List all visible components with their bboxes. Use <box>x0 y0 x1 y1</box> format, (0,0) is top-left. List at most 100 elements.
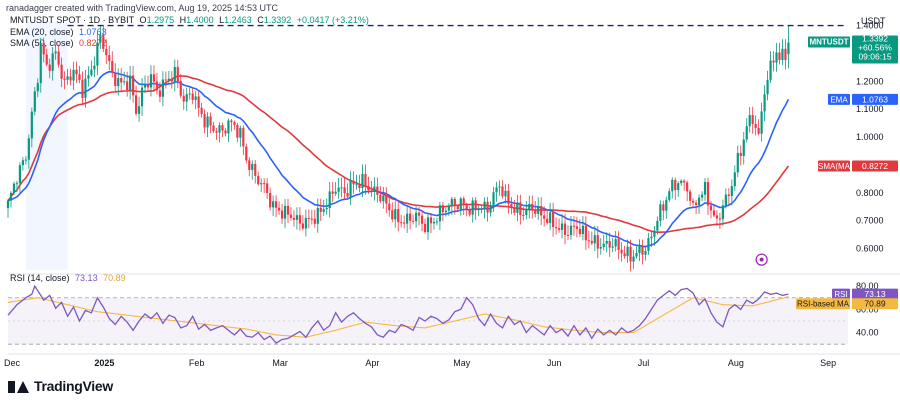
candle-body <box>176 66 179 82</box>
candle-body <box>81 79 84 98</box>
candle <box>552 202 555 237</box>
rsi-ma-tag-name-bg <box>796 298 850 310</box>
candle-body <box>239 127 242 138</box>
candle-body <box>492 192 495 207</box>
candle <box>60 57 63 88</box>
candle-body <box>605 240 608 244</box>
candle-body <box>152 74 156 82</box>
candle-body <box>105 48 108 56</box>
candle-body <box>483 201 486 210</box>
candle-body <box>63 78 66 80</box>
candle <box>96 33 99 76</box>
candle-body <box>775 52 778 63</box>
tradingview-logo[interactable]: TradingView <box>8 378 113 394</box>
candle-body <box>754 123 757 128</box>
candle <box>683 179 686 191</box>
candle-body <box>361 173 364 189</box>
candle-body <box>370 190 373 192</box>
candle <box>641 239 644 265</box>
candle <box>489 201 492 217</box>
candle-body <box>721 205 724 220</box>
candle-body <box>117 78 120 87</box>
candle-body <box>620 249 623 254</box>
candle <box>748 106 751 133</box>
candle <box>620 242 623 262</box>
candle-body <box>328 191 331 208</box>
candle-body <box>566 234 570 236</box>
candle-body <box>653 230 656 237</box>
candle <box>742 131 745 165</box>
candle <box>132 65 135 103</box>
candle <box>739 145 742 166</box>
candle <box>18 162 22 193</box>
candle-body <box>69 76 72 81</box>
candle <box>474 196 477 220</box>
candle-body <box>298 215 302 224</box>
candle <box>605 232 608 253</box>
candle-body <box>45 54 48 65</box>
candle <box>697 194 701 214</box>
close-label: C <box>257 15 264 25</box>
candle <box>578 219 582 238</box>
candle-body <box>406 213 409 224</box>
sma-tag-name: SMA(MA <box>818 162 851 171</box>
candle-body <box>429 217 433 224</box>
candle-body <box>9 192 13 201</box>
candle-body <box>587 240 590 242</box>
ema-tag-name: EMA <box>830 95 848 104</box>
candle-body <box>557 228 561 230</box>
candle <box>283 199 287 229</box>
candle <box>757 119 760 136</box>
candle <box>307 209 310 229</box>
candle <box>382 186 385 209</box>
candle <box>21 157 24 171</box>
candle <box>483 197 486 219</box>
candle-body <box>569 225 573 236</box>
candle <box>429 212 433 233</box>
candle-body <box>450 198 453 206</box>
candle <box>114 63 117 92</box>
candle-body <box>471 200 474 215</box>
candle-body <box>781 48 784 60</box>
candle <box>212 121 215 133</box>
candle <box>155 72 159 95</box>
candle-body <box>245 146 248 161</box>
candle-body <box>748 115 751 127</box>
candle <box>280 203 284 224</box>
candle-body <box>474 200 477 211</box>
candle-body <box>477 208 480 211</box>
candle-body <box>33 91 36 112</box>
candle-body <box>531 204 534 210</box>
rsi-legend[interactable]: RSI (14, close) 73.13 70.89 <box>10 273 126 283</box>
price-tick-label: 0.6000 <box>856 243 884 253</box>
candle-body <box>295 215 299 220</box>
rsi-tag: RSI 73.13 <box>832 288 898 300</box>
candle <box>668 188 671 202</box>
candle <box>638 239 641 262</box>
candle <box>581 216 584 241</box>
candle <box>447 203 450 216</box>
candle <box>167 70 170 83</box>
candle <box>39 37 42 93</box>
candle <box>274 195 278 218</box>
candle-body <box>677 183 680 191</box>
candle-body <box>417 212 421 216</box>
candle-body <box>718 218 722 220</box>
symbol-label[interactable]: MNTUSDT SPOT · 1D · BYBIT <box>10 15 135 25</box>
candle <box>674 177 677 200</box>
ema-20-line <box>7 70 790 248</box>
ema-legend[interactable]: EMA (20, close) 1.0763 <box>10 27 107 37</box>
candle <box>760 102 763 142</box>
candle-body <box>206 116 209 128</box>
candle-body <box>78 74 81 80</box>
candle-body <box>409 213 412 221</box>
candle <box>709 200 713 219</box>
candle-body <box>709 205 713 211</box>
candle <box>286 198 290 224</box>
candle-body <box>310 218 313 220</box>
candle-body <box>599 247 602 249</box>
candle-body <box>578 228 582 234</box>
candle-body <box>468 209 471 215</box>
candle <box>513 200 516 216</box>
